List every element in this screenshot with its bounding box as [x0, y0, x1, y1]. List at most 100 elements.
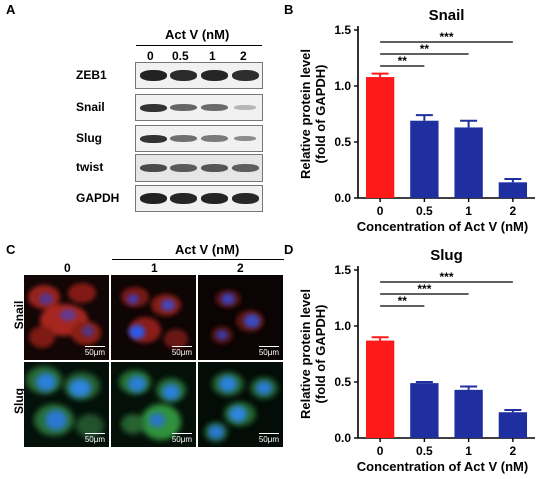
y-axis-label: (fold of GAPDH): [313, 305, 328, 404]
blot-band: [170, 70, 197, 81]
blot-row-label: twist: [76, 160, 104, 174]
blot-strip-twist: [135, 154, 263, 182]
blot-lane-label: 0: [147, 49, 154, 63]
blot-band: [201, 164, 228, 172]
scale-bar: 50μm: [171, 433, 192, 444]
y-axis-label: Relative protein level: [298, 289, 313, 419]
blot-header: Act V (nM): [165, 27, 230, 42]
blot-band: [140, 70, 167, 81]
bar: [410, 120, 439, 198]
x-tick-label: 0.5: [416, 204, 433, 218]
y-tick-label: 1.0: [334, 319, 351, 333]
panel-label-a: A: [6, 2, 16, 17]
scale-bar: 50μm: [171, 346, 192, 357]
blot-strip-zeb1: [135, 62, 263, 89]
blot-band: [170, 193, 197, 204]
blot-band: [170, 135, 197, 142]
significance-label: **: [420, 42, 430, 56]
micrograph-image: [198, 362, 283, 447]
y-tick-label: 0.5: [334, 375, 351, 389]
scale-bar: 50μm: [258, 433, 279, 444]
micrograph-image: [24, 362, 109, 447]
significance-label: ***: [439, 30, 453, 44]
micrograph-slug-2: 50μm: [198, 362, 283, 447]
micro-column-label: 2: [237, 261, 244, 275]
blot-band: [140, 135, 167, 143]
micrograph-snail-0: 50μm: [24, 275, 109, 360]
micro-header-line: [112, 259, 284, 260]
scale-bar: 50μm: [258, 346, 279, 357]
blot-band: [170, 104, 197, 111]
significance-label: ***: [417, 282, 431, 296]
micrograph-slug-0: 50μm: [24, 362, 109, 447]
scale-bar: 50μm: [84, 433, 105, 444]
x-axis-label: Concentration of Act V (nM): [357, 459, 528, 474]
x-tick-label: 2: [510, 204, 517, 218]
blot-strip-slug: [135, 125, 263, 152]
blot-band: [201, 70, 228, 81]
blot-row-label: GAPDH: [76, 191, 120, 205]
blot-row-label: Slug: [76, 131, 102, 145]
significance-label: ***: [439, 270, 453, 284]
blot-lane-label: 2: [240, 49, 247, 63]
micrograph-image: [111, 275, 196, 360]
blot-strip-gapdh: [135, 185, 263, 212]
blot-band: [232, 164, 259, 172]
chart-title: Slug: [430, 247, 463, 264]
blot-row-label: ZEB1: [76, 68, 107, 82]
y-tick-label: 1.5: [334, 23, 351, 37]
micro-column-label: 0: [64, 261, 71, 275]
significance-label: **: [398, 54, 408, 68]
x-tick-label: 1: [465, 444, 472, 458]
micrograph-image: [111, 362, 196, 447]
micrograph-image: [198, 275, 283, 360]
blot-lane-label: 1: [209, 49, 216, 63]
blot-band: [170, 164, 197, 172]
y-axis-label: (fold of GAPDH): [313, 65, 328, 164]
blot-band: [140, 104, 167, 112]
y-axis-label: Relative protein level: [298, 49, 313, 179]
blot-row-label: Snail: [76, 100, 105, 114]
chart-slug: Slug Relative protein level (fold of GAPDH…: [298, 247, 535, 474]
bar: [454, 389, 483, 438]
chart-title: Snail: [429, 7, 465, 24]
bar: [365, 340, 395, 438]
micro-header: Act V (nM): [175, 242, 240, 257]
significance-label: **: [398, 294, 408, 308]
x-tick-label: 0: [377, 444, 384, 458]
y-tick-label: 0.0: [334, 431, 351, 445]
blot-band: [201, 193, 228, 204]
blot-header-line: [136, 45, 262, 46]
chart-snail: Snail Relative protein level (fold of GAPD…: [298, 7, 535, 234]
blot-band: [232, 70, 259, 81]
panel-label-c: C: [6, 242, 16, 257]
blot-band: [140, 193, 167, 204]
y-tick-label: 0.0: [334, 191, 351, 205]
bar: [498, 182, 528, 198]
x-tick-label: 0: [377, 204, 384, 218]
panel-label-d: D: [284, 242, 294, 257]
blot-lane-label: 0.5: [172, 49, 189, 63]
blot-band: [234, 105, 256, 110]
micrograph-snail-2: 50μm: [198, 275, 283, 360]
blot-band: [232, 193, 259, 204]
y-tick-label: 1.0: [334, 79, 351, 93]
x-tick-label: 0.5: [416, 444, 433, 458]
blot-band: [234, 136, 256, 141]
panel-label-b: B: [284, 2, 294, 17]
micrograph-image: [24, 275, 109, 360]
blot-band: [201, 104, 228, 111]
blot-band: [140, 164, 167, 172]
x-tick-label: 1: [465, 204, 472, 218]
bar: [498, 412, 528, 438]
bar: [410, 383, 439, 438]
blot-strip-snail: [135, 94, 263, 121]
x-axis-label: Concentration of Act V (nM): [357, 219, 528, 234]
bar: [454, 127, 483, 198]
y-tick-label: 0.5: [334, 135, 351, 149]
micrograph-slug-1: 50μm: [111, 362, 196, 447]
scale-bar: 50μm: [84, 346, 105, 357]
micro-column-label: 1: [151, 261, 158, 275]
bar: [365, 77, 395, 198]
